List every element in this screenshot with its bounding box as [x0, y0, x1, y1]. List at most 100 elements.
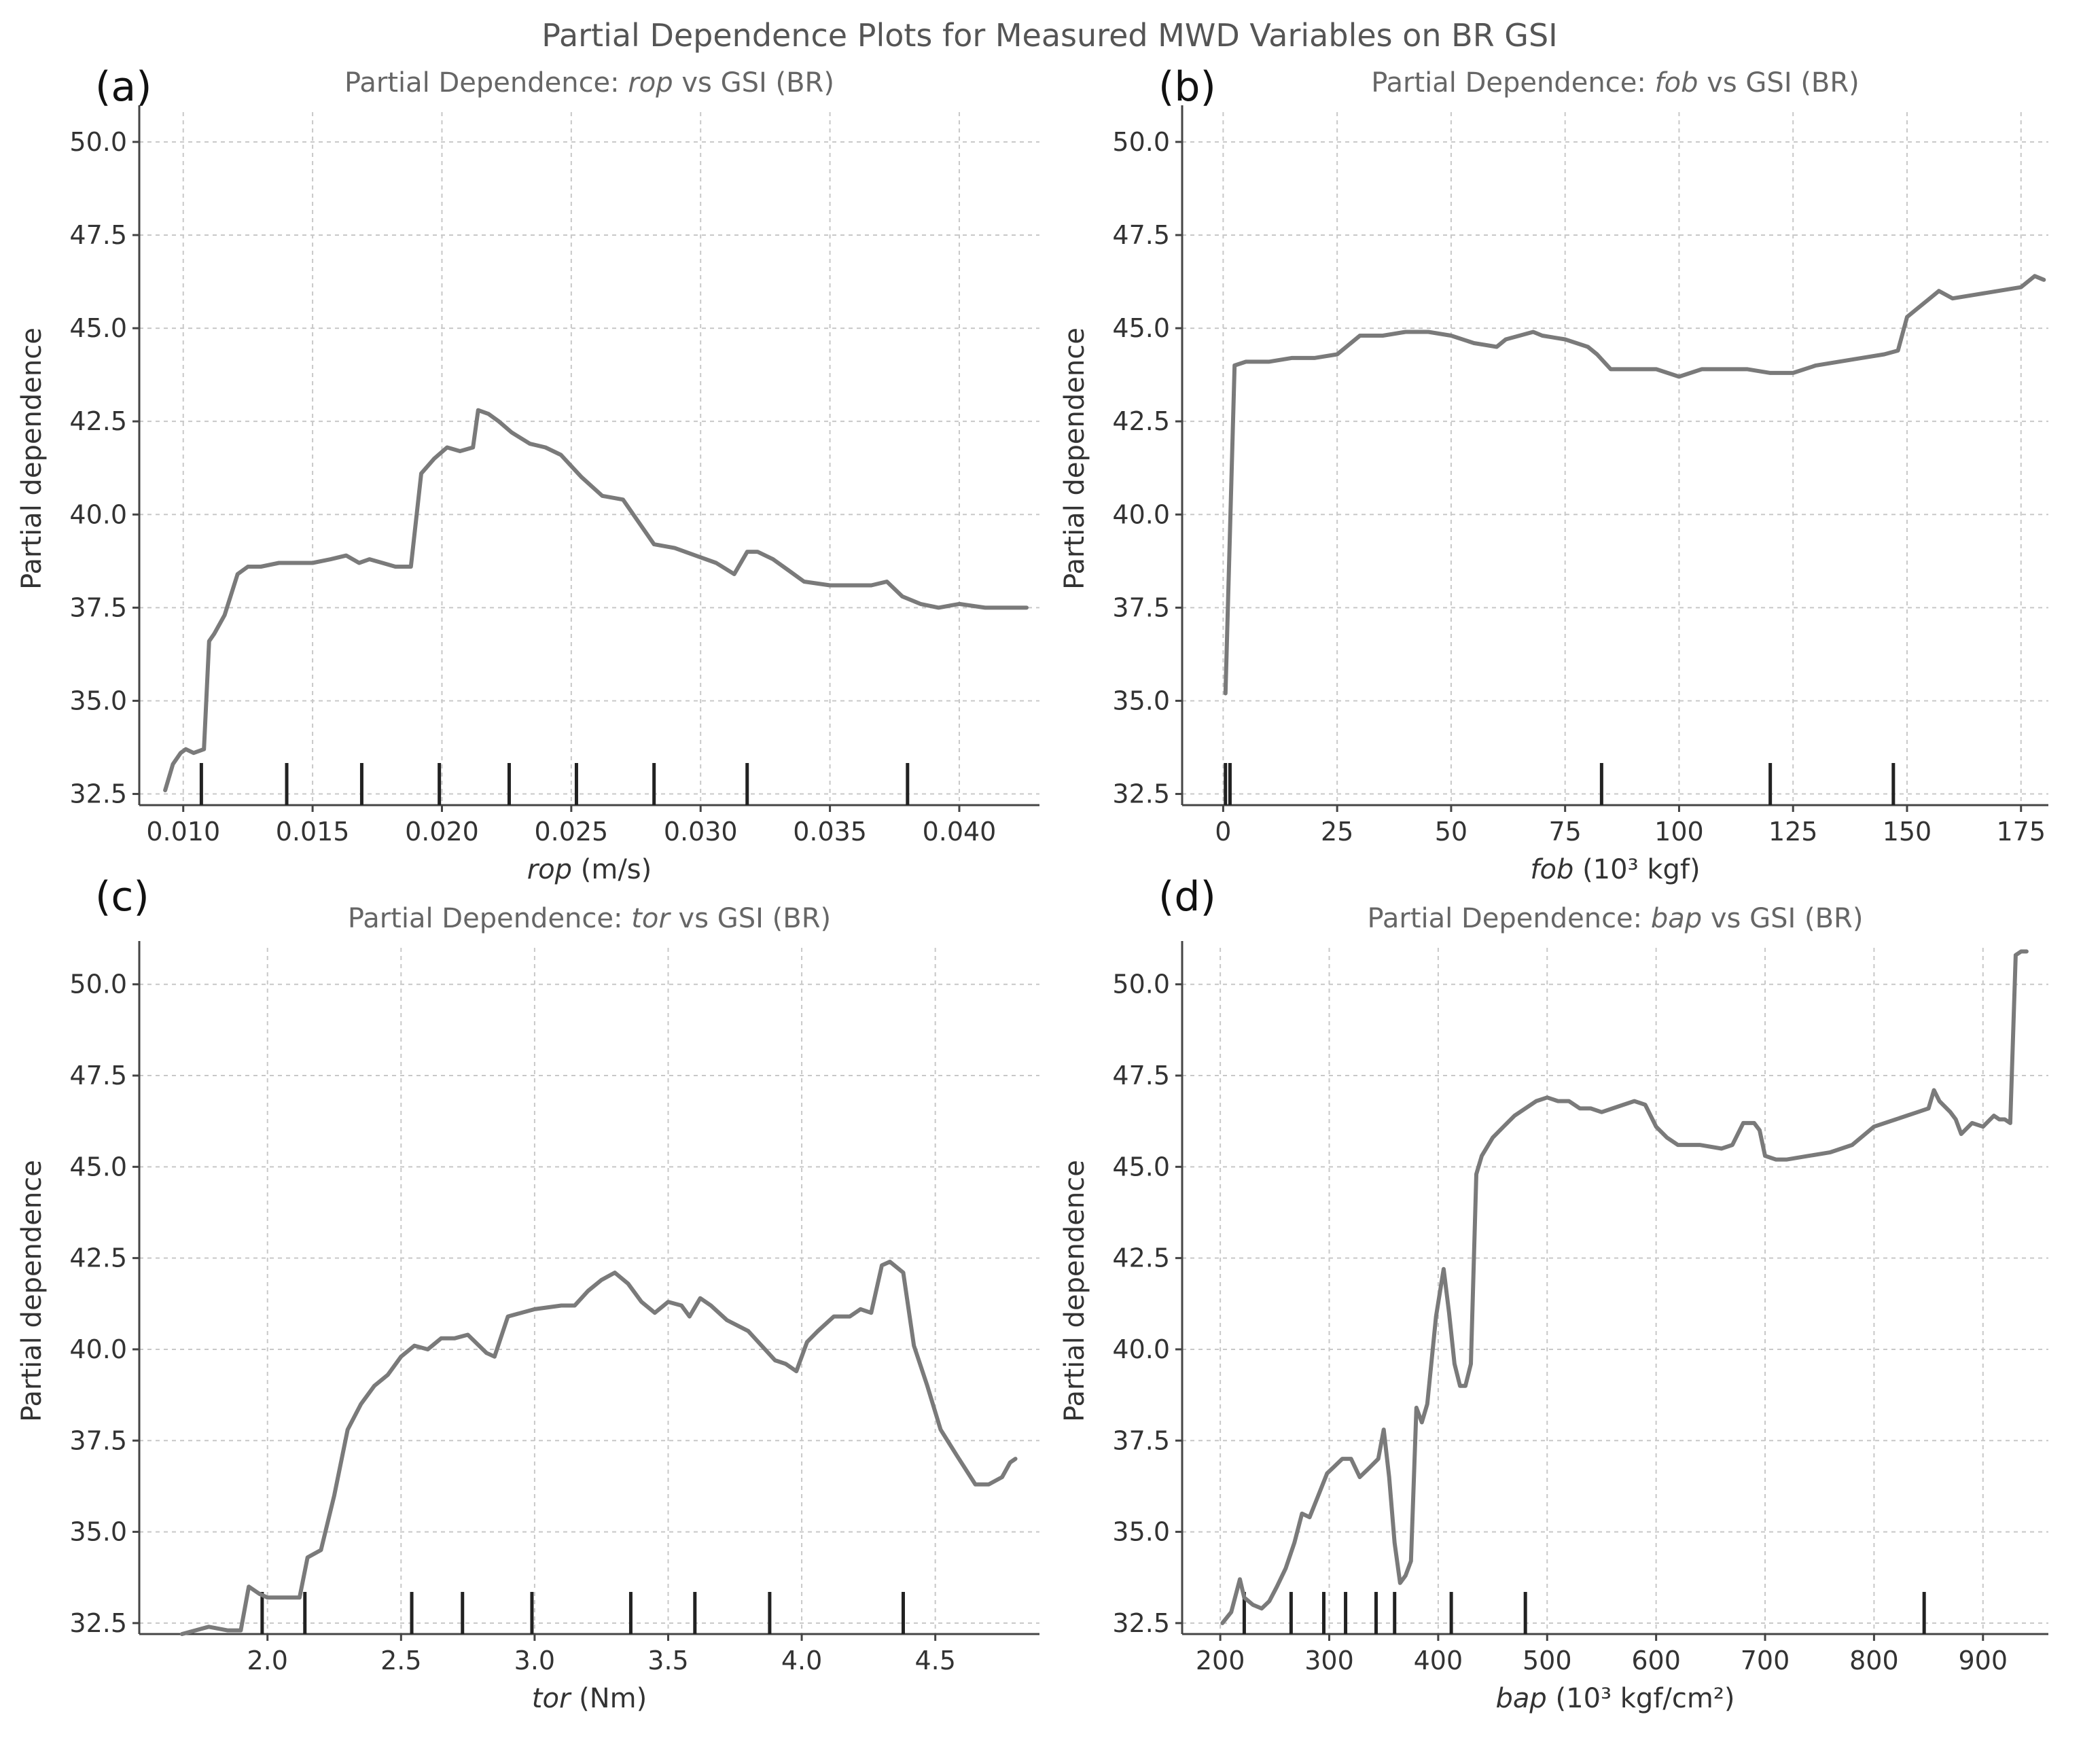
x-tick-label: 0.030	[664, 817, 738, 847]
x-tick-label: 500	[1523, 1646, 1572, 1675]
panel-d: 200 300 400 500 600 700 800 900 32.5 35.0 37.5 40.0…	[1059, 873, 2048, 1714]
x-tick-label: 0.035	[793, 817, 867, 847]
panel-title-suffix: vs GSI (BR)	[673, 67, 834, 99]
y-tick-label: 37.5	[69, 1425, 127, 1455]
x-tick-label: 3.5	[647, 1646, 688, 1675]
x-tick-label: 100	[1654, 817, 1704, 847]
x-tick-label: 900	[1959, 1646, 2008, 1675]
partial-dependence-line	[1223, 274, 2046, 696]
y-tick-label: 32.5	[1112, 1608, 1170, 1638]
x-axis-label-variable: tor	[532, 1683, 572, 1714]
x-tick-label: 800	[1849, 1646, 1899, 1675]
panel-title: Partial Dependence: tor vs GSI (BR)	[348, 903, 831, 934]
y-tick-label: 35.0	[1112, 686, 1170, 715]
panel-title-variable: bap	[1651, 903, 1702, 934]
y-tick-label: 47.5	[1112, 1061, 1170, 1090]
x-tick-label: 2.5	[380, 1646, 421, 1675]
x-tick-label: 600	[1631, 1646, 1681, 1675]
x-tick-label: 150	[1883, 817, 1932, 847]
x-tick-label: 4.0	[781, 1646, 822, 1675]
panel-title-suffix: vs GSI (BR)	[1702, 903, 1863, 934]
panel-title-variable: fob	[1655, 67, 1698, 99]
x-tick-label: 4.5	[914, 1646, 955, 1675]
y-tick-label: 45.0	[1112, 313, 1170, 343]
panel-title: Partial Dependence: bap vs GSI (BR)	[1368, 903, 1864, 934]
y-tick-label: 50.0	[69, 970, 127, 999]
y-tick-label: 40.0	[1112, 1334, 1170, 1364]
x-axis-label: fob (10³ kgf)	[1530, 854, 1700, 885]
y-tick-label: 35.0	[69, 686, 127, 715]
y-tick-label: 50.0	[69, 127, 127, 157]
partial-dependence-line	[1220, 949, 2029, 1625]
panel-label: (c)	[95, 873, 149, 921]
y-tick-label: 47.5	[69, 220, 127, 250]
panel-label: (a)	[95, 63, 152, 111]
y-tick-label: 35.0	[1112, 1517, 1170, 1547]
y-tick-label: 40.0	[1112, 499, 1170, 529]
panel-title-prefix: Partial Dependence:	[348, 903, 631, 934]
panel-title-variable: rop	[628, 67, 673, 99]
x-axis-label-unit: (10³ kgf/cm²)	[1547, 1683, 1735, 1714]
y-tick-label: 42.5	[1112, 406, 1170, 436]
partial-dependence-line	[179, 1260, 1018, 1636]
y-tick-label: 37.5	[69, 592, 127, 622]
panel-a: 0.010 0.015 0.020 0.025 0.030 0.035 0.040 32.5 3…	[16, 63, 1039, 885]
x-tick-label: 125	[1768, 817, 1818, 847]
panel-title-suffix: vs GSI (BR)	[670, 903, 831, 934]
y-axis-label: Partial dependence	[16, 327, 48, 590]
panel-b: 0 25 50 75 100 125 150 175 32.5 35.0 37.5 40.0 42.5 4…	[1059, 63, 2048, 885]
x-axis-label: rop (m/s)	[527, 854, 652, 885]
panel-title-prefix: Partial Dependence:	[1371, 67, 1654, 99]
x-tick-label: 400	[1414, 1646, 1463, 1675]
y-tick-label: 37.5	[1112, 592, 1170, 622]
y-tick-label: 50.0	[1112, 970, 1170, 999]
y-tick-label: 47.5	[69, 1061, 127, 1090]
y-tick-label: 32.5	[1112, 779, 1170, 809]
panel-title: Partial Dependence: rop vs GSI (BR)	[344, 67, 834, 99]
y-tick-label: 32.5	[69, 779, 127, 809]
x-axis-label: tor (Nm)	[532, 1683, 647, 1714]
panel-title-prefix: Partial Dependence:	[344, 67, 628, 99]
x-tick-label: 0.040	[923, 817, 997, 847]
y-tick-label: 42.5	[69, 406, 127, 436]
x-tick-label: 50	[1435, 817, 1467, 847]
x-axis-label: bap (10³ kgf/cm²)	[1496, 1683, 1735, 1714]
y-tick-label: 47.5	[1112, 220, 1170, 250]
y-tick-label: 32.5	[69, 1608, 127, 1638]
x-axis-label-unit: (m/s)	[572, 854, 652, 885]
x-tick-label: 75	[1549, 817, 1582, 847]
figure-suptitle: Partial Dependence Plots for Measured MW…	[541, 17, 1557, 54]
x-tick-label: 700	[1741, 1646, 1790, 1675]
x-axis-label-variable: bap	[1496, 1683, 1547, 1714]
y-tick-label: 42.5	[69, 1243, 127, 1273]
panel-label: (d)	[1158, 873, 1216, 921]
panel-c: 2.0 2.5 3.0 3.5 4.0 4.5 32.5 35.0 37.5 40.0 42.5 45…	[16, 873, 1039, 1714]
y-tick-label: 45.0	[1112, 1152, 1170, 1182]
panel-label: (b)	[1158, 63, 1216, 111]
x-tick-label: 0.025	[534, 817, 608, 847]
x-tick-label: 3.0	[514, 1646, 555, 1675]
x-tick-label: 25	[1321, 817, 1353, 847]
y-tick-label: 50.0	[1112, 127, 1170, 157]
x-tick-label: 175	[1996, 817, 2046, 847]
y-tick-label: 45.0	[69, 313, 127, 343]
x-tick-label: 0.010	[146, 817, 220, 847]
x-axis-label-unit: (10³ kgf)	[1573, 854, 1700, 885]
x-tick-label: 0.020	[405, 817, 479, 847]
panel-title-prefix: Partial Dependence:	[1368, 903, 1651, 934]
x-tick-label: 0	[1215, 817, 1231, 847]
y-axis-label: Partial dependence	[1059, 327, 1090, 590]
x-tick-label: 2.0	[247, 1646, 288, 1675]
x-tick-label: 300	[1304, 1646, 1354, 1675]
x-axis-label-variable: fob	[1530, 854, 1573, 885]
y-tick-label: 42.5	[1112, 1243, 1170, 1273]
y-tick-label: 40.0	[69, 499, 127, 529]
panels: 0.010 0.015 0.020 0.025 0.030 0.035 0.040 32.5 3…	[16, 63, 2048, 1714]
panel-title-variable: tor	[631, 903, 671, 934]
y-tick-label: 37.5	[1112, 1425, 1170, 1455]
x-axis-label-variable: rop	[527, 854, 572, 885]
y-axis-label: Partial dependence	[1059, 1160, 1090, 1422]
x-tick-label: 0.015	[276, 817, 350, 847]
y-tick-label: 45.0	[69, 1152, 127, 1182]
y-tick-label: 40.0	[69, 1334, 127, 1364]
